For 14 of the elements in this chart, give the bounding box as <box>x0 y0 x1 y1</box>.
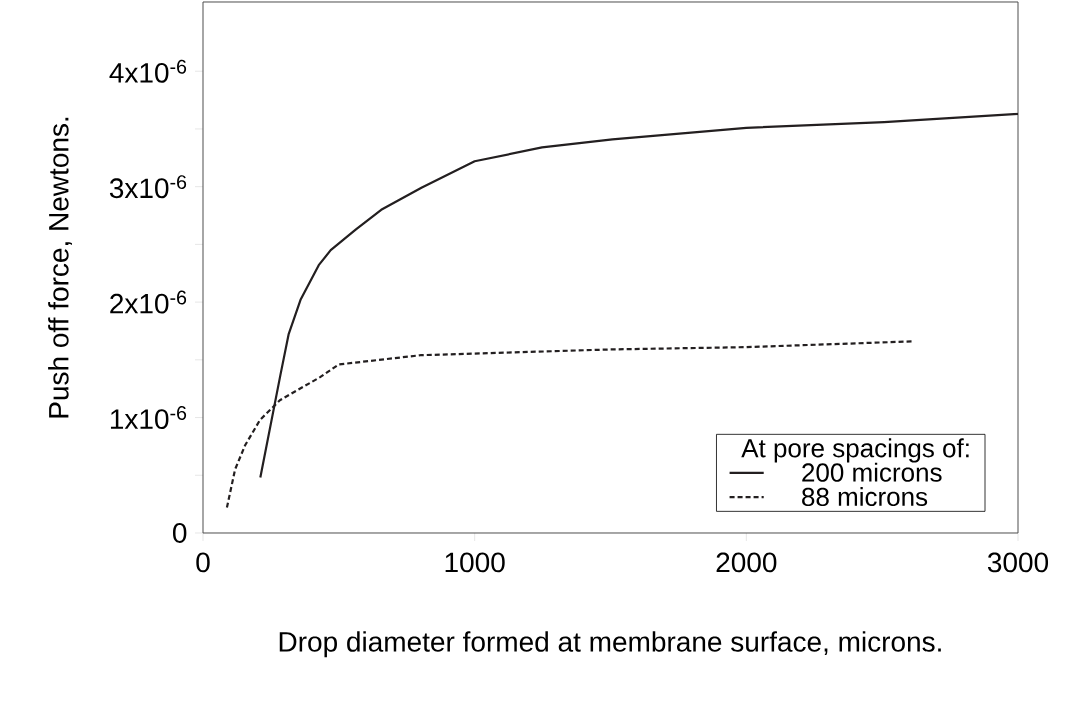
y-axis-title: Push off force, Newtons. <box>48 117 72 418</box>
y-tick-label: 0 <box>173 523 187 543</box>
x-tick-label: 3000 <box>987 552 1049 573</box>
y-tick-label: 1x10$^{-6}$ <box>110 406 187 430</box>
x-axis-title: Drop diameter formed at membrane surface, microns. <box>279 631 941 658</box>
y-tick-label: 2x10$^{-6}$ <box>110 290 187 314</box>
x-tick-label: 0 <box>196 552 210 573</box>
y-tick-label: 3x10$^{-6}$ <box>109 175 187 199</box>
legend-label: 200 microns <box>802 462 942 482</box>
y-tick-label: 4x10$^{-6}$ <box>109 59 187 83</box>
x-tick-label: 2000 <box>716 552 777 573</box>
legend-label: 88 microns <box>802 487 928 507</box>
x-tick-label: 1000 <box>445 552 505 573</box>
legend-title: At pore spacings of: <box>741 438 969 463</box>
